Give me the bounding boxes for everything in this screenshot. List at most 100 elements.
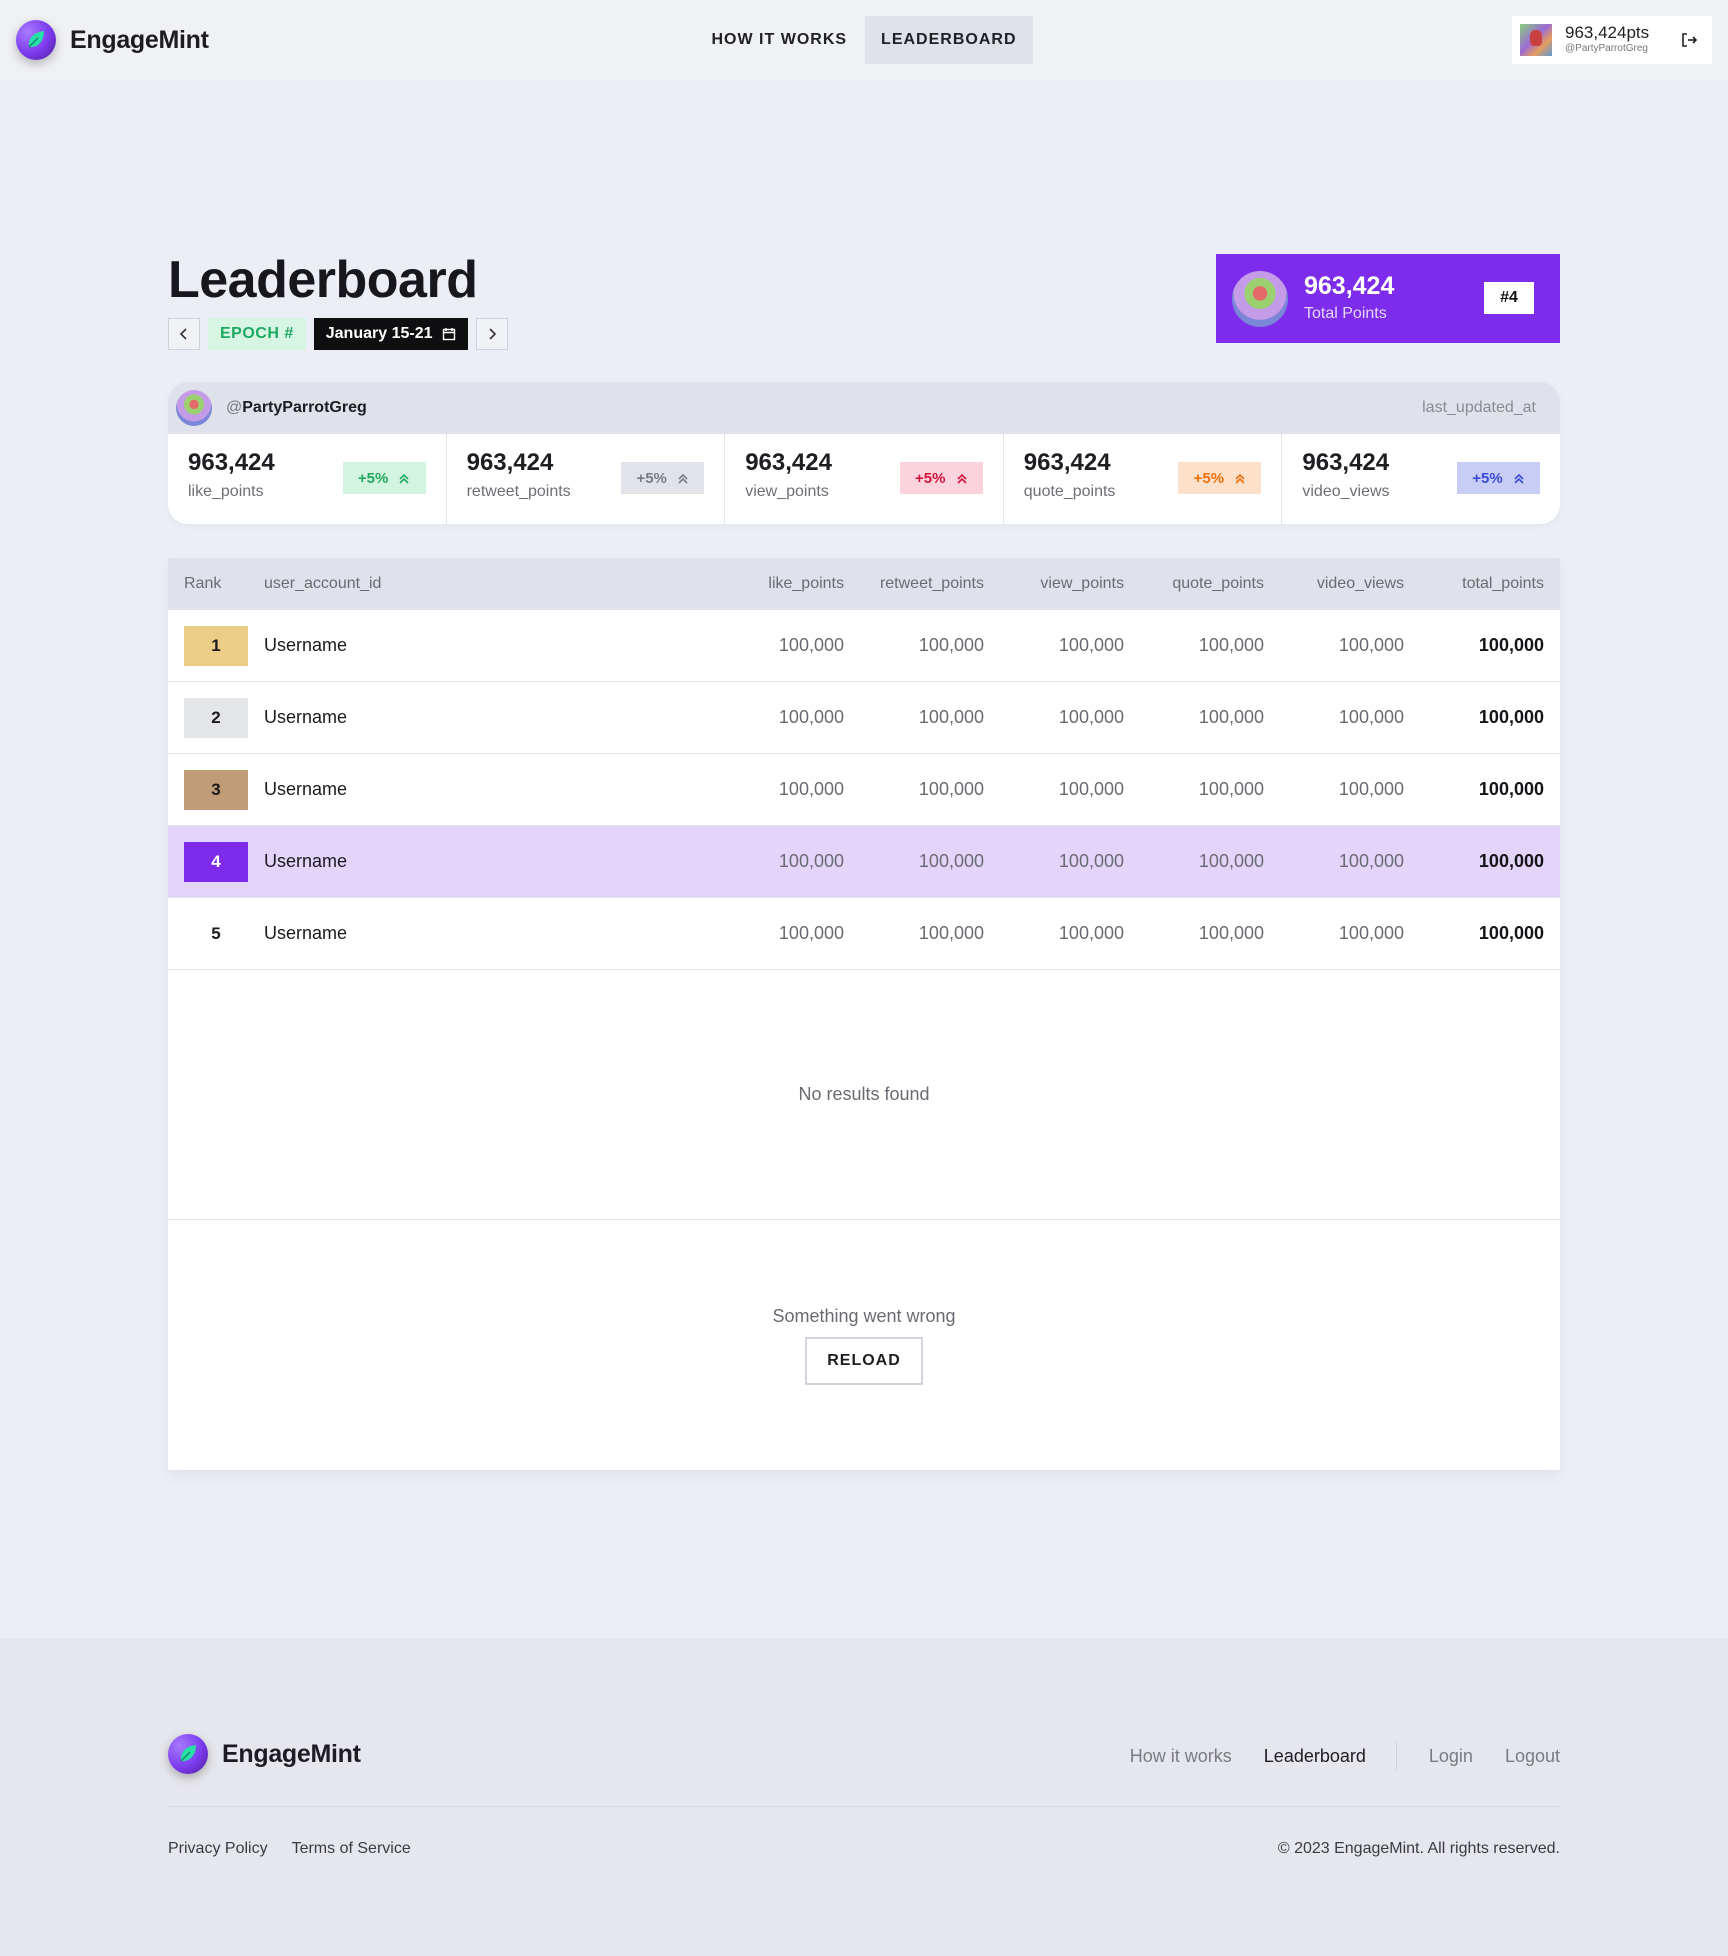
- privacy-policy-link[interactable]: Privacy Policy: [168, 1840, 268, 1857]
- double-chevron-up-icon: [1235, 473, 1245, 484]
- video-views: 100,000: [1338, 635, 1404, 655]
- nav-how-it-works[interactable]: HOW IT WORKS: [711, 31, 848, 48]
- retweet-points: 100,000: [918, 707, 984, 727]
- table-row[interactable]: 1 Username 100,000 100,000 100,000 100,000 100…: [168, 610, 1560, 682]
- epoch-badge: EPOCH #: [208, 318, 306, 350]
- total-points-card: 963,424 Total Points #4: [1216, 254, 1560, 343]
- view-points: 100,000: [1058, 851, 1124, 871]
- rank-badge: 3: [184, 769, 248, 810]
- col-like[interactable]: like_points: [768, 575, 844, 592]
- brand-logo-link[interactable]: EngageMint: [16, 20, 209, 60]
- footer-brand-name: EngageMint: [222, 1739, 361, 1768]
- stat-video-views: 963,424 video_views +5%: [1282, 434, 1560, 524]
- retweet-points: 100,000: [918, 779, 984, 799]
- col-retweet[interactable]: retweet_points: [879, 575, 984, 592]
- retweet-points: 100,000: [918, 851, 984, 871]
- rank-badge: 1: [184, 625, 248, 666]
- user-points-chip[interactable]: 963,424pts @PartyParrotGreg: [1512, 16, 1712, 64]
- username[interactable]: Username: [264, 707, 348, 727]
- view-points: 100,000: [1058, 779, 1124, 799]
- copyright: © 2023 EngageMint. All rights reserved.: [1277, 1840, 1560, 1857]
- top-navbar: EngageMint HOW IT WORKS LEADERBOARD 963,…: [0, 0, 1728, 80]
- empty-text: No results found: [798, 1084, 930, 1104]
- main-nav: HOW IT WORKS LEADERBOARD: [0, 16, 1728, 64]
- double-chevron-up-icon: [956, 473, 967, 484]
- delta-badge: +5%: [1178, 462, 1262, 494]
- video-views: 100,000: [1338, 779, 1404, 799]
- date-range-label: January 15-21: [325, 325, 433, 342]
- like-points: 100,000: [778, 851, 844, 871]
- stat-quote-points: 963,424 quote_points +5%: [1004, 434, 1283, 524]
- terms-link[interactable]: Terms of Service: [291, 1840, 411, 1857]
- date-range-picker[interactable]: January 15-21: [313, 318, 469, 350]
- footer-leaderboard[interactable]: Leaderboard: [1263, 1745, 1366, 1766]
- like-points: 100,000: [778, 923, 844, 943]
- footer-login[interactable]: Login: [1428, 1745, 1473, 1766]
- quote-points: 100,000: [1198, 923, 1264, 943]
- footer-brand[interactable]: EngageMint: [168, 1734, 361, 1774]
- delta-value: +5%: [636, 469, 667, 487]
- view-points: 100,000: [1058, 923, 1124, 943]
- delta-value: +5%: [1472, 469, 1503, 487]
- username[interactable]: Username: [264, 851, 348, 871]
- table-row[interactable]: 4 Username 100,000 100,000 100,000 100,000 100…: [168, 826, 1560, 898]
- view-points: 100,000: [1058, 707, 1124, 727]
- table-header: Rank user_account_id like_points retweet…: [168, 558, 1560, 610]
- delta-badge: +5%: [342, 462, 426, 494]
- avatar: [1232, 270, 1288, 327]
- page-title: Leaderboard: [168, 251, 478, 309]
- col-view[interactable]: view_points: [1040, 575, 1124, 592]
- empty-state: No results found: [168, 970, 1560, 1220]
- quote-points: 100,000: [1198, 635, 1264, 655]
- footer-how-it-works[interactable]: How it works: [1129, 1745, 1232, 1766]
- col-user[interactable]: user_account_id: [264, 575, 382, 592]
- quote-points: 100,000: [1198, 851, 1264, 871]
- table-row[interactable]: 3 Username 100,000 100,000 100,000 100,000 100…: [168, 754, 1560, 826]
- footer-logout[interactable]: Logout: [1504, 1745, 1560, 1766]
- prev-epoch-button[interactable]: [168, 318, 200, 350]
- stat-retweet-points: 963,424 retweet_points +5%: [447, 434, 726, 524]
- col-video[interactable]: video_views: [1316, 575, 1404, 592]
- stat-label: view_points: [745, 483, 829, 500]
- brand-name: EngageMint: [70, 25, 209, 54]
- video-views: 100,000: [1338, 851, 1404, 871]
- stat-label: retweet_points: [466, 483, 571, 500]
- epoch-selector: EPOCH # January 15-21: [168, 318, 509, 350]
- username[interactable]: Username: [264, 635, 348, 655]
- total-points: 100,000: [1478, 635, 1544, 655]
- avatar: [176, 390, 212, 426]
- stat-label: quote_points: [1023, 483, 1116, 500]
- col-rank[interactable]: Rank: [184, 575, 222, 592]
- total-points-value: 963,424: [1304, 271, 1395, 300]
- quote-points: 100,000: [1198, 779, 1264, 799]
- table-row[interactable]: 5 Username 100,000 100,000 100,000 100,000 100…: [168, 898, 1560, 970]
- total-points: 100,000: [1478, 707, 1544, 727]
- user-stats-card: @PartyParrotGreg last_updated_at 963,424…: [168, 382, 1560, 524]
- rank-badge: 5: [211, 923, 221, 943]
- view-points: 100,000: [1058, 635, 1124, 655]
- like-points: 100,000: [778, 635, 844, 655]
- total-points-label: Total Points: [1304, 304, 1387, 322]
- col-total[interactable]: total_points: [1462, 575, 1544, 592]
- stat-label: like_points: [188, 483, 264, 500]
- double-chevron-up-icon: [399, 473, 409, 484]
- stats-handle: @PartyParrotGreg: [226, 399, 367, 417]
- total-points: 100,000: [1478, 923, 1544, 943]
- table-row[interactable]: 2 Username 100,000 100,000 100,000 100,000 100…: [168, 682, 1560, 754]
- footer: EngageMint How it works Leaderboard Logi…: [0, 1638, 1728, 1956]
- double-chevron-up-icon: [1514, 473, 1524, 484]
- username[interactable]: Username: [264, 779, 348, 799]
- next-epoch-button[interactable]: [476, 318, 509, 350]
- logout-icon[interactable]: [1680, 31, 1698, 54]
- video-views: 100,000: [1338, 923, 1404, 943]
- reload-button[interactable]: RELOAD: [805, 1336, 923, 1385]
- delta-value: +5%: [915, 469, 946, 487]
- legal-links: Privacy Policy Terms of Service: [168, 1840, 411, 1858]
- video-views: 100,000: [1338, 707, 1404, 727]
- stat-value: 963,424: [188, 449, 275, 476]
- username[interactable]: Username: [264, 923, 348, 943]
- col-quote[interactable]: quote_points: [1172, 575, 1264, 592]
- calendar-icon: [443, 328, 456, 341]
- nav-leaderboard[interactable]: LEADERBOARD: [865, 16, 1033, 64]
- delta-badge: +5%: [1456, 462, 1540, 494]
